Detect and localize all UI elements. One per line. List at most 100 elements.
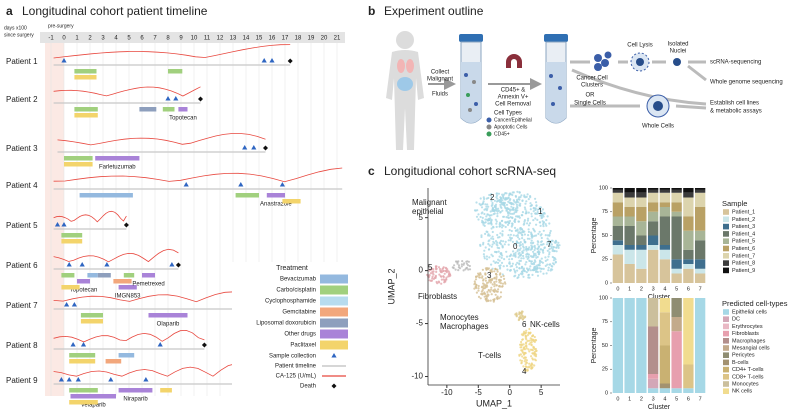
cell-point [502,224,505,227]
cell-point [499,264,502,267]
cell-point [515,266,518,269]
cell-point [462,269,465,272]
legend-swatch [320,340,348,350]
y-tick-label: 75 [602,319,608,325]
cell-point [546,263,549,266]
cell-point [537,232,540,235]
cell-point [528,237,531,240]
legend-swatch [320,318,348,328]
cell-point [488,193,491,197]
step-label: Whole Cells [642,124,674,130]
cell-point [511,240,514,243]
cell-point [524,208,527,211]
legend-box [232,262,352,396]
cell-point [548,222,551,225]
bar-segment [659,388,671,393]
bar-segment [683,192,694,198]
cell-point [525,359,529,362]
treatment-bar [235,193,259,198]
bar-segment [612,240,624,245]
cell-point [538,251,541,254]
cell-point [515,203,519,206]
cell-point [518,198,521,201]
cell-point [548,251,551,254]
bar-segment [659,312,671,346]
cluster-annotation: 2 [490,193,495,202]
legend-swatch [320,296,348,306]
cell-point [526,252,529,255]
bar-segment [671,188,682,190]
bar-segment [624,249,635,264]
sample-collection [61,222,67,227]
cell-point [525,255,528,258]
cell-point [547,255,550,258]
cell-point [448,271,451,274]
cell-point [498,255,501,258]
cell-point [537,247,540,250]
cell-point [495,275,498,279]
y-tick-label: 5 [419,213,424,222]
bar-segment [683,216,694,231]
step-label: Cancer Cell [576,76,607,82]
cell-point [530,233,533,236]
cell-point [542,212,545,215]
cell-point [501,244,504,247]
cell-point [530,215,533,218]
cell-point [490,196,493,199]
legend-swatch [723,216,729,223]
cell-point [501,282,505,285]
cell-point [499,285,502,288]
cell-point [528,276,531,279]
cell-point [498,297,501,300]
cell-point [495,222,498,225]
bar-segment [671,273,682,283]
cell-point [536,212,539,215]
sample-collection [183,182,189,187]
cell-point [523,316,527,319]
treatment-bar [87,273,98,278]
step-label: Cell Lysis [627,43,652,49]
bar-segment [647,374,659,379]
cell-point [529,269,533,272]
bar-segment [659,245,671,250]
cell-point [514,253,517,257]
death-marker [201,342,207,348]
bar-segment [659,249,671,260]
cell-point [536,240,539,243]
cell-point [496,290,499,293]
cell-point [494,267,497,271]
cell-point [497,258,500,261]
cell-point [507,216,510,220]
cell-type-label: CD45+ [494,131,510,137]
bar-segment [694,230,706,241]
y-tick-label: 50 [602,233,608,239]
cell-point [440,282,443,285]
x-tick-label: 5 [539,388,544,397]
legend-label: Patient_8 [732,261,755,267]
cell-point [487,233,490,236]
bar-segment [694,240,706,260]
bar-segment [624,207,635,217]
cell-point [480,234,483,237]
bar-segment [671,298,682,317]
legend-label: Other drugs [284,332,316,338]
cell-point [517,201,520,204]
cell-point [524,263,527,266]
sample-collection [66,377,72,382]
legend-label: Patient_2 [732,217,755,223]
cell-point [509,192,512,195]
cell-point [507,220,510,223]
cell-point [442,270,445,273]
cell-point [530,344,533,347]
cell-point [477,218,480,221]
ca125-trace [53,167,343,183]
cluster-annotation: NK-cells [530,320,560,329]
cell-point [434,274,437,277]
step-label: & metabolic assays [710,109,762,115]
cell-point [487,205,490,208]
sample-collection [71,302,77,307]
cell-point [496,268,499,271]
cell-point [499,291,503,294]
cell-point [527,234,530,237]
cell-point [542,267,545,270]
